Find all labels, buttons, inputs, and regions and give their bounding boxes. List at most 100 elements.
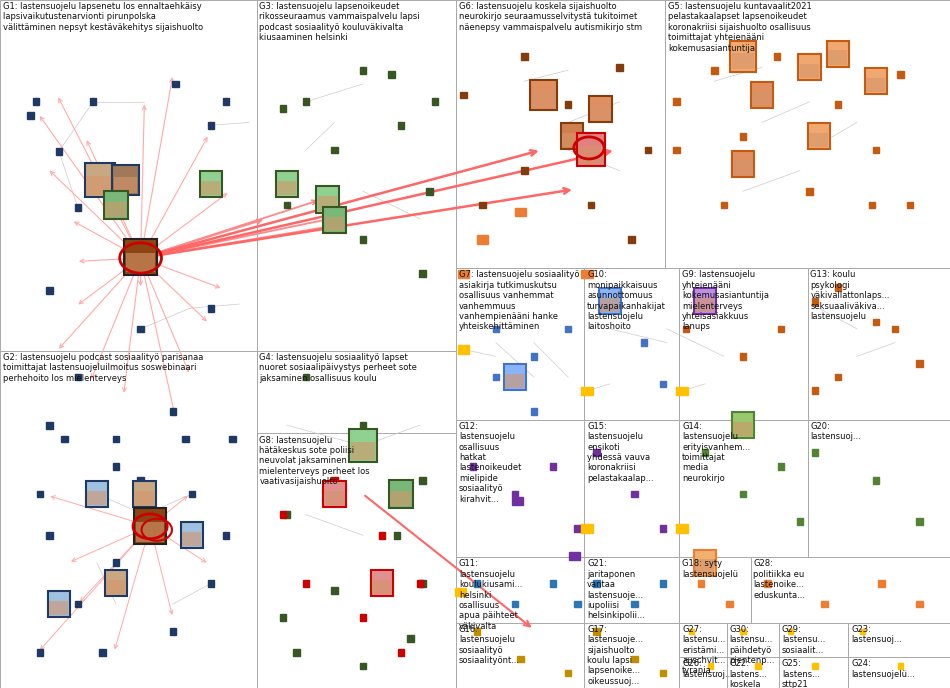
Bar (397, 649, 405, 656)
Bar (607, 298, 614, 305)
Bar (732, 412, 754, 438)
Bar (505, 374, 524, 388)
Bar (765, 580, 771, 587)
Bar (473, 628, 480, 635)
Text: G6: lastensuojelu koskela sijaishuolto
neurokirjo seuraamusselvitystä tukitoimet: G6: lastensuojelu koskela sijaishuolto n… (459, 2, 642, 32)
Bar (207, 122, 214, 129)
Bar (124, 239, 157, 275)
Bar (256, 433, 456, 688)
Bar (752, 92, 771, 106)
Bar (49, 601, 68, 615)
Bar (733, 422, 752, 436)
Text: G27:
lastensu...
eristämi...
auschvit...
tyrania...: G27: lastensu... eristämi... auschvit...… (682, 625, 726, 676)
Bar (469, 463, 476, 470)
Bar (740, 133, 747, 140)
Text: G14:
lastensuojelu
erityisvanhem...
toimittajat
media
neurokirjo: G14: lastensuojelu erityisvanhem... toim… (682, 422, 751, 483)
Bar (532, 92, 555, 108)
Bar (711, 67, 718, 74)
Bar (530, 353, 538, 360)
Bar (860, 629, 865, 634)
Bar (112, 463, 120, 470)
Bar (370, 570, 393, 596)
Bar (55, 148, 63, 155)
Bar (694, 550, 716, 576)
Bar (564, 101, 571, 108)
Bar (569, 552, 580, 560)
Bar (701, 449, 709, 456)
Bar (134, 508, 166, 544)
Bar (587, 202, 595, 208)
Bar (659, 580, 666, 587)
Bar (431, 98, 439, 105)
Bar (869, 202, 876, 208)
Bar (87, 491, 106, 505)
Bar (659, 669, 666, 676)
Bar (456, 0, 665, 268)
Bar (826, 41, 849, 67)
Bar (708, 663, 713, 669)
Text: G10:
monipaikkaisuus
asunnottomuus
turvapaikanhakijat
lastensuojelu
laitoshoito: G10: monipaikkaisuus asunnottomuus turva… (587, 270, 666, 332)
Text: G12:
lastensuojelu
osallisuus
hatkat
lastenoikeudet
mielipide
sosiaalityö
kirahv: G12: lastensuojelu osallisuus hatkat las… (459, 422, 522, 504)
Bar (777, 325, 785, 332)
Bar (679, 420, 808, 557)
Bar (397, 122, 405, 129)
Bar (477, 235, 488, 244)
Bar (359, 614, 367, 621)
Bar (256, 351, 456, 688)
Bar (682, 325, 690, 332)
Bar (515, 208, 526, 216)
Bar (407, 635, 414, 642)
Bar (679, 657, 727, 688)
Bar (773, 53, 780, 60)
Bar (632, 601, 638, 608)
Bar (518, 656, 524, 663)
Bar (456, 623, 584, 688)
Bar (906, 202, 913, 208)
Bar (665, 0, 950, 268)
Bar (169, 628, 177, 635)
Bar (864, 68, 887, 94)
Bar (460, 92, 466, 98)
Text: G28:
politiikka eu
lastenoike...
eduskunta...: G28: politiikka eu lastenoike... eduskun… (753, 559, 806, 599)
Bar (222, 532, 229, 539)
Bar (420, 580, 427, 587)
Bar (872, 319, 880, 325)
Bar (564, 325, 571, 332)
Bar (302, 374, 310, 380)
Bar (390, 491, 411, 506)
Bar (828, 50, 847, 65)
Bar (732, 53, 754, 69)
Bar (99, 649, 105, 656)
Bar (879, 580, 885, 587)
Bar (689, 629, 694, 634)
Bar (325, 491, 344, 505)
Bar (456, 420, 584, 557)
Bar (750, 557, 950, 623)
Bar (480, 202, 486, 208)
Bar (135, 491, 154, 505)
Bar (800, 64, 819, 78)
Bar (808, 268, 950, 420)
Bar (378, 532, 386, 539)
Text: G16:
lastensuojelu
sosiaalityö
sosiaalityönt...: G16: lastensuojelu sosiaalityö sosiaalit… (459, 625, 520, 665)
Text: G15:
lastensuojelu
ensikoti
yhdessä vauva
koronakriisi
pelastakaalap...: G15: lastensuojelu ensikoti yhdessä vauv… (587, 422, 654, 483)
Bar (512, 601, 519, 608)
Bar (85, 163, 115, 197)
Bar (659, 525, 666, 532)
Bar (679, 557, 750, 623)
Bar (420, 477, 427, 484)
Bar (27, 112, 34, 119)
Bar (512, 497, 523, 505)
Bar (279, 511, 286, 518)
Text: G1: lastensuojelu lapsenetu los ennaltaehkäisy
lapsivaikutustenarvionti pirunpol: G1: lastensuojelu lapsenetu los ennaltae… (3, 2, 203, 32)
Bar (593, 580, 600, 587)
Bar (86, 177, 113, 195)
Bar (727, 601, 733, 608)
Bar (182, 436, 188, 442)
Bar (740, 491, 747, 497)
Text: G7: lastensuojelu sosiaalityö
asiakirja tutkimuskutsu
osallisuus vanhemmat
vanhe: G7: lastensuojelu sosiaalityö asiakirja … (459, 270, 580, 332)
Bar (779, 657, 848, 688)
Bar (182, 532, 201, 546)
Bar (521, 53, 528, 60)
Text: G4: lastensuojelu sosiaalityö lapset
nuoret sosiaalipäivystys perheet sote
jaksa: G4: lastensuojelu sosiaalityö lapset nuo… (259, 353, 417, 383)
